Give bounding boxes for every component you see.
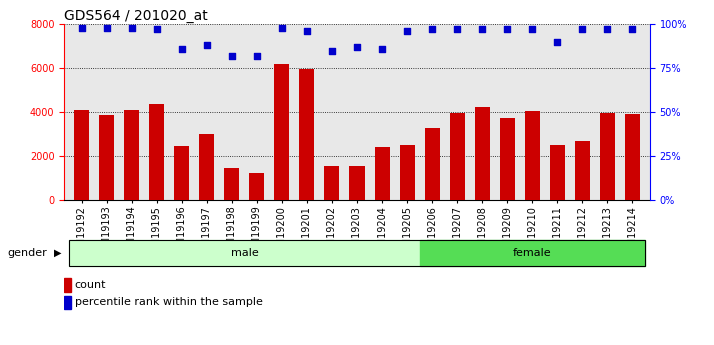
Point	[376, 46, 388, 51]
Text: ▶: ▶	[54, 248, 61, 258]
Bar	[375, 147, 390, 200]
Point	[626, 27, 638, 32]
Bar	[99, 116, 114, 200]
Text: percentile rank within the sample: percentile rank within the sample	[75, 297, 263, 307]
Point	[326, 48, 338, 53]
Text: female: female	[513, 248, 551, 258]
Bar	[420, 240, 645, 266]
Point	[76, 25, 88, 30]
Point	[426, 27, 438, 32]
Bar	[69, 240, 420, 266]
Point	[601, 27, 613, 32]
Text: count: count	[75, 280, 106, 290]
Bar	[500, 118, 515, 200]
Bar	[425, 128, 440, 200]
Point	[526, 27, 538, 32]
Point	[226, 53, 238, 59]
Point	[201, 42, 213, 48]
Bar	[475, 107, 490, 200]
Text: gender: gender	[7, 248, 47, 258]
Point	[101, 25, 113, 30]
Bar	[124, 110, 139, 200]
Bar	[64, 296, 71, 309]
Point	[476, 27, 488, 32]
Point	[401, 28, 413, 34]
Point	[276, 25, 288, 30]
Point	[151, 27, 163, 32]
Bar	[224, 168, 239, 200]
Bar	[625, 114, 640, 200]
Bar	[174, 146, 189, 200]
Text: male: male	[231, 248, 258, 258]
Bar	[600, 113, 615, 200]
Bar	[575, 141, 590, 200]
Point	[176, 46, 188, 51]
Bar	[249, 172, 264, 200]
Point	[576, 27, 588, 32]
Bar	[349, 166, 365, 200]
Point	[351, 44, 363, 50]
Bar	[274, 64, 289, 200]
Bar	[74, 110, 89, 200]
Point	[126, 25, 138, 30]
Bar	[299, 69, 314, 200]
Bar	[525, 111, 540, 200]
Point	[451, 27, 463, 32]
Bar	[400, 145, 415, 200]
Bar	[149, 105, 164, 200]
Point	[251, 53, 263, 59]
Bar	[550, 145, 565, 200]
Point	[551, 39, 563, 45]
Bar	[450, 113, 465, 200]
Bar	[199, 134, 214, 200]
Bar	[64, 278, 71, 292]
Bar	[324, 166, 339, 200]
Point	[301, 28, 313, 34]
Point	[501, 27, 513, 32]
Text: GDS564 / 201020_at: GDS564 / 201020_at	[64, 9, 208, 23]
